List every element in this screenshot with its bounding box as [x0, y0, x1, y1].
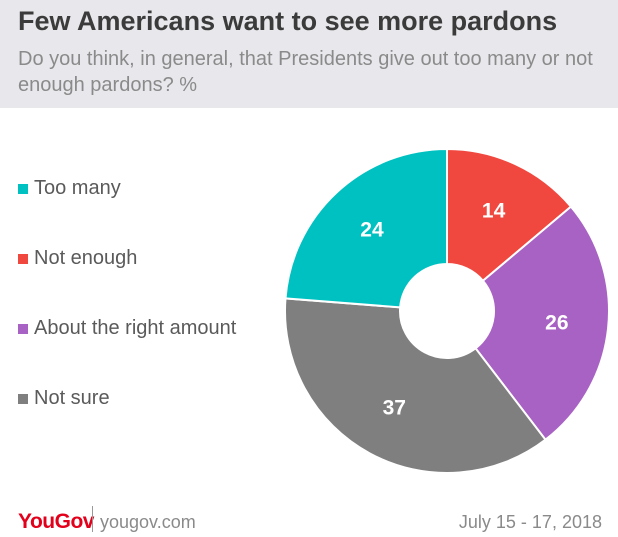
slice-value-label: 26 [545, 312, 568, 335]
footer-divider [92, 506, 93, 532]
header: Few Americans want to see more pardons D… [0, 0, 618, 108]
pie-slice-about-the-right-amount [474, 205, 610, 442]
pie-slice-too-many [284, 147, 448, 309]
legend-item-not-enough: Not enough [18, 247, 137, 270]
legend-item-too-many: Too many [18, 177, 121, 200]
legend-swatch [18, 323, 28, 334]
legend-swatch [18, 393, 28, 404]
legend-label: Too many [34, 177, 121, 199]
legend-item-not-sure: Not sure [18, 387, 110, 410]
legend-label: Not enough [34, 247, 138, 269]
legend-label: Not sure [34, 387, 110, 409]
slice-value-label: 14 [482, 199, 506, 222]
yougov-logo: YouGov [18, 510, 94, 533]
legend-label: About the right amount [34, 317, 237, 339]
footer-site: yougov.com [100, 512, 196, 532]
chart-title: Few Americans want to see more pardons [18, 6, 558, 36]
footer-date: July 15 - 17, 2018 [458, 512, 602, 532]
legend-swatch [18, 183, 28, 194]
legend-swatch [18, 253, 28, 264]
pie-slice-not-enough [446, 147, 573, 283]
pie-slice-not-sure [284, 297, 547, 474]
slice-value-label: 37 [383, 397, 406, 420]
chart-subtitle: Do you think, in general, that President… [18, 48, 593, 96]
legend-item-about-right: About the right amount [18, 317, 236, 340]
slice-value-label: 24 [360, 218, 384, 241]
